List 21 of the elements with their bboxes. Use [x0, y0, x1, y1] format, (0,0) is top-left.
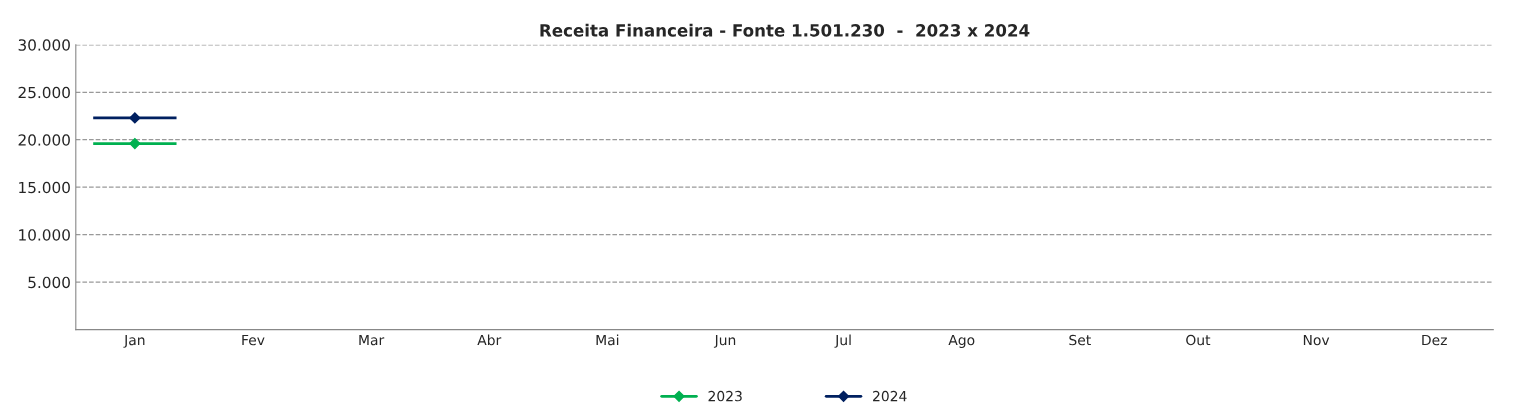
x-tick-label: Jul	[834, 334, 851, 348]
x-tick-label: Abr	[477, 334, 502, 346]
y-tick-label: 5.000	[28, 276, 70, 289]
x-tick-label: Out	[1186, 334, 1211, 346]
x-tick-label: Jan	[123, 334, 145, 348]
y-tick-label: 15.000	[19, 181, 70, 194]
x-tick-label: Set	[1069, 334, 1091, 346]
x-tick-label: Fev	[242, 334, 265, 346]
y-tick-label: 20.000	[18, 134, 70, 146]
x-tick-label: Jun	[713, 334, 736, 348]
x-tick-label: Nov	[1303, 334, 1330, 346]
x-tick-label: Dez	[1422, 334, 1447, 346]
y-tick-label: 10.000	[19, 229, 70, 241]
y-tick-label: 30.000	[18, 39, 70, 51]
y-tick-label: 25.000	[18, 86, 70, 99]
chart-title: Receita Financeira - Fonte 1.501.230 - 2023 x 2024	[540, 23, 1030, 37]
x-tick-label: Ago	[948, 334, 975, 348]
legend-label: 2023	[708, 390, 742, 402]
x-tick-label: Mar	[359, 334, 385, 346]
legend-label: 2024	[873, 390, 907, 402]
x-tick-label: Mai	[596, 334, 619, 346]
